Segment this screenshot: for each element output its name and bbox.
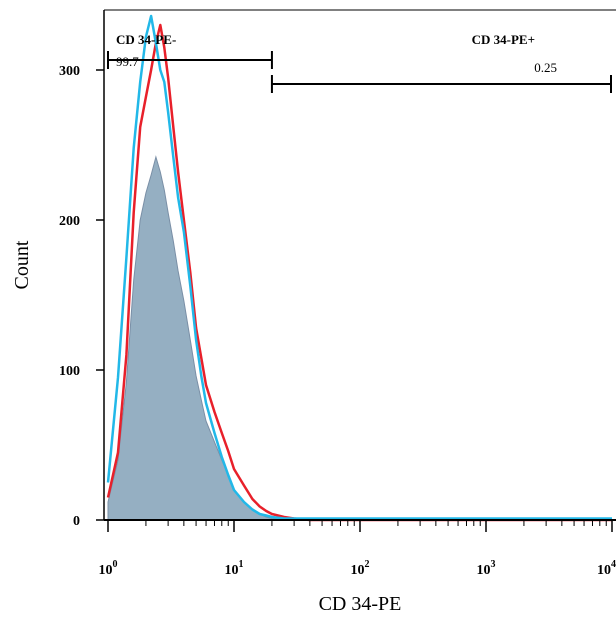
y-tick-label: 100 — [59, 364, 80, 379]
x-tick-labels: 100 101 102 103 104 — [99, 559, 616, 578]
y-tick-label: 200 — [59, 214, 80, 229]
x-tick-label: 101 — [225, 559, 244, 578]
y-tick-label: 300 — [59, 64, 80, 79]
series-line-cyan — [106, 14, 612, 520]
x-tick-label: 104 — [597, 559, 616, 578]
y-tick-labels: 0 100 200 300 — [59, 64, 80, 529]
gate-value: 0.25 — [534, 60, 557, 75]
gate-negative: CD 34-PE- 99.7 — [107, 32, 273, 69]
x-tick-label: 100 — [99, 559, 118, 578]
y-axis-label: Count — [11, 240, 33, 289]
y-tick-label: 0 — [73, 514, 80, 529]
gate-value: 99.7 — [116, 54, 139, 69]
x-minor-ticks — [145, 520, 607, 526]
x-major-ticks — [107, 520, 613, 532]
gate-label: CD 34-PE- — [116, 32, 176, 47]
x-axis-label: CD 34-PE — [319, 593, 402, 615]
x-tick-label: 103 — [477, 559, 496, 578]
gates: CD 34-PE- 99.7 CD 34-PE+ 0.25 — [107, 32, 612, 93]
gate-label: CD 34-PE+ — [472, 32, 535, 47]
x-tick-label: 102 — [351, 559, 370, 578]
gate-positive: CD 34-PE+ 0.25 — [270, 32, 612, 93]
y-ticks — [96, 69, 104, 521]
series-layer — [106, 14, 612, 522]
